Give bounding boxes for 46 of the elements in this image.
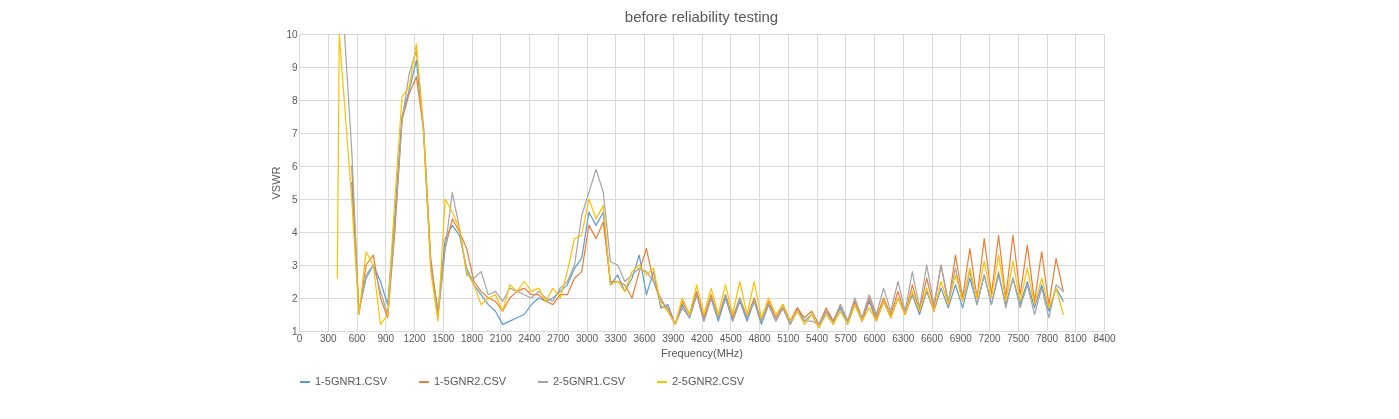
x-tick-label: 7800 <box>1035 332 1059 344</box>
x-tick-label: 5100 <box>777 332 800 344</box>
x-tick-label: 1500 <box>432 332 455 344</box>
y-tick-label: 6 <box>291 160 298 172</box>
y-tick-label: 9 <box>291 61 298 73</box>
legend-label: 1-5GNR2.CSV <box>434 375 507 387</box>
legend-label: 1-5GNR1.CSV <box>315 375 388 387</box>
x-tick-label: 1200 <box>403 332 427 344</box>
y-axis-title: VSWR <box>270 166 283 200</box>
y-tick-label: 10 <box>286 28 298 40</box>
x-tick-label: 300 <box>319 332 338 344</box>
x-tick-label: 4800 <box>748 332 772 344</box>
x-tick-label: 2700 <box>547 332 570 344</box>
legend-label: 2-5GNR1.CSV <box>553 375 626 387</box>
x-tick-label: 5700 <box>834 332 858 344</box>
x-tick-label: 6300 <box>892 332 915 344</box>
y-tick-label: 4 <box>291 226 298 238</box>
x-tick-label: 8400 <box>1093 332 1117 344</box>
x-tick-label: 6900 <box>949 332 973 344</box>
y-tick-label: 3 <box>291 259 298 271</box>
x-tick-label: 900 <box>377 332 395 344</box>
legend-label: 2-5GNR2.CSV <box>672 375 745 387</box>
x-tick-label: 3300 <box>604 332 628 344</box>
x-axis-title: Frequency(MHz) <box>661 346 743 359</box>
x-tick-label: 2400 <box>518 332 542 344</box>
x-tick-label: 6600 <box>920 332 944 344</box>
y-tick-label: 1 <box>291 325 298 337</box>
x-tick-label: 3600 <box>633 332 657 344</box>
x-tick-label: 4200 <box>690 332 714 344</box>
y-tick-label: 2 <box>291 292 298 304</box>
x-tick-label: 600 <box>348 332 366 344</box>
chart-title: before reliability testing <box>624 8 779 25</box>
x-tick-label: 7200 <box>978 332 1002 344</box>
x-tick-label: 0 <box>296 332 303 344</box>
x-tick-label: 3000 <box>575 332 599 344</box>
y-tick-label: 7 <box>291 127 298 139</box>
x-tick-label: 2100 <box>489 332 513 344</box>
y-tick-label: 5 <box>291 193 298 205</box>
x-tick-label: 8100 <box>1064 332 1088 344</box>
y-tick-label: 8 <box>291 94 298 106</box>
x-tick-label: 7500 <box>1007 332 1030 344</box>
x-tick-label: 4500 <box>719 332 743 344</box>
x-tick-label: 5400 <box>805 332 829 344</box>
x-tick-label: 1800 <box>460 332 484 344</box>
x-tick-label: 3900 <box>662 332 685 344</box>
x-tick-label: 6000 <box>863 332 887 344</box>
